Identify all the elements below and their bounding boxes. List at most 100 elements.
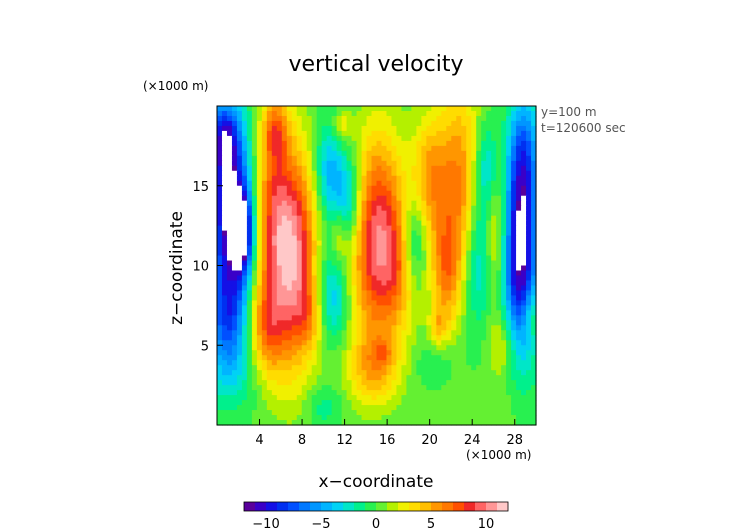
heatmap-cell	[421, 390, 427, 396]
heatmap-cell	[371, 235, 378, 242]
heatmap-cell	[391, 380, 398, 386]
heatmap-cell	[386, 225, 393, 232]
heatmap-cell	[391, 270, 398, 277]
heatmap-cell	[471, 205, 477, 212]
heatmap-cell	[226, 420, 233, 426]
heatmap-cell	[496, 230, 502, 237]
heatmap-cell	[401, 380, 407, 386]
heatmap-cell	[446, 130, 452, 137]
heatmap-cell	[421, 110, 427, 117]
heatmap-cell	[476, 260, 482, 267]
heatmap-cell	[511, 225, 517, 232]
heatmap-cell	[401, 205, 407, 212]
heatmap-cell	[391, 390, 398, 396]
heatmap-cell	[251, 215, 258, 222]
heatmap-cell	[346, 205, 353, 212]
heatmap-cell	[516, 255, 522, 262]
x-axis-label: x−coordinate	[319, 472, 434, 492]
heatmap-cell	[446, 330, 452, 336]
heatmap-cell	[471, 360, 477, 366]
heatmap-cell	[256, 205, 263, 212]
heatmap-cell	[371, 210, 378, 217]
heatmap-cell	[416, 305, 422, 311]
heatmap-cell	[386, 375, 393, 381]
heatmap-cell	[351, 290, 358, 296]
heatmap-cell	[281, 255, 288, 262]
heatmap-cell	[301, 260, 308, 267]
heatmap-cell	[236, 370, 243, 376]
heatmap-cell	[311, 330, 318, 336]
heatmap-cell	[496, 305, 502, 311]
heatmap-cell	[471, 410, 477, 416]
heatmap-cell	[506, 330, 512, 336]
heatmap-cell	[301, 195, 308, 202]
heatmap-cell	[276, 385, 283, 391]
heatmap-cell	[466, 185, 472, 192]
heatmap-cell	[276, 320, 283, 326]
heatmap-cell	[396, 280, 403, 287]
heatmap-cell	[401, 275, 407, 282]
heatmap-cell	[451, 235, 457, 242]
heatmap-cell	[251, 106, 258, 112]
heatmap-cell	[476, 265, 482, 272]
heatmap-cell	[276, 160, 283, 167]
heatmap-cell	[496, 375, 502, 381]
heatmap-cell	[406, 175, 412, 182]
heatmap-cell	[366, 265, 373, 272]
heatmap-cell	[231, 335, 238, 341]
heatmap-cell	[261, 215, 268, 222]
heatmap-cell	[491, 350, 497, 356]
heatmap-cell	[351, 220, 358, 227]
heatmap-cell	[481, 106, 487, 112]
heatmap-cell	[371, 160, 378, 167]
heatmap-cell	[286, 125, 293, 132]
heatmap-cell	[446, 305, 452, 311]
heatmap-cell	[456, 270, 462, 277]
heatmap-cell	[326, 255, 333, 262]
heatmap-cell	[486, 170, 492, 177]
heatmap-cell	[331, 415, 338, 421]
heatmap-cell	[281, 120, 288, 127]
heatmap-cell	[486, 135, 492, 142]
heatmap-cell	[376, 125, 383, 132]
heatmap-cell	[396, 360, 403, 366]
heatmap-cell	[516, 360, 522, 366]
heatmap-cell	[436, 270, 442, 277]
heatmap-cell	[356, 415, 363, 421]
heatmap-cell	[341, 115, 348, 122]
heatmap-cell	[376, 295, 383, 301]
heatmap-cell	[221, 420, 228, 426]
heatmap-cell	[411, 225, 417, 232]
heatmap-cell	[241, 400, 248, 406]
heatmap-cell	[341, 375, 348, 381]
heatmap-cell	[531, 235, 537, 242]
heatmap-cell	[466, 390, 472, 396]
heatmap-cell	[356, 300, 363, 306]
heatmap-cell	[396, 165, 403, 172]
heatmap-cell	[346, 290, 353, 296]
heatmap-cell	[401, 340, 407, 346]
heatmap-cell	[261, 290, 268, 296]
heatmap-cell	[286, 106, 293, 112]
heatmap-cell	[521, 415, 527, 421]
heatmap-cell	[456, 305, 462, 311]
heatmap-cell	[396, 160, 403, 167]
heatmap-cell	[351, 155, 358, 162]
heatmap-cell	[226, 125, 233, 132]
heatmap-cell	[471, 106, 477, 112]
heatmap-cell	[511, 280, 517, 287]
heatmap-cell	[521, 390, 527, 396]
heatmap-cell	[421, 115, 427, 122]
heatmap-cell	[471, 165, 477, 172]
heatmap-cell	[356, 130, 363, 137]
heatmap-cell	[481, 275, 487, 282]
heatmap-cell	[261, 410, 268, 416]
heatmap-cell	[416, 210, 422, 217]
heatmap-cell	[451, 350, 457, 356]
heatmap-cell	[361, 230, 368, 237]
heatmap-cell	[346, 135, 353, 142]
heatmap-cell	[526, 170, 532, 177]
heatmap-cell	[361, 400, 368, 406]
heatmap-cell	[511, 135, 517, 142]
heatmap-cell	[371, 370, 378, 376]
